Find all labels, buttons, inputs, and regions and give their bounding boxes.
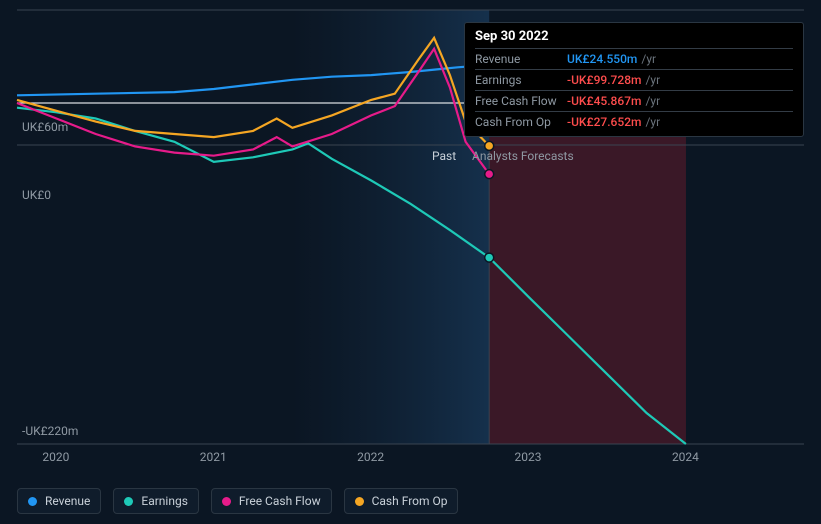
past-shade	[292, 10, 489, 444]
legend-item-label: Cash From Op	[372, 494, 448, 508]
tooltip-row-value: -UK£45.867m	[567, 94, 641, 108]
tooltip-row: RevenueUK£24.550m/yr	[475, 48, 793, 69]
tooltip-row-label: Revenue	[475, 52, 567, 66]
y-tick-label: -UK£220m	[22, 424, 78, 438]
past-label: Past	[432, 149, 456, 163]
tooltip-row-label: Free Cash Flow	[475, 94, 567, 108]
legend-item-revenue[interactable]: Revenue	[17, 488, 101, 514]
tooltip-row: Free Cash Flow-UK£45.867m/yr	[475, 90, 793, 111]
x-tick-label: 2023	[515, 450, 542, 464]
earnings-marker	[485, 253, 494, 262]
legend-item-label: Free Cash Flow	[239, 494, 321, 508]
legend-item-fcf[interactable]: Free Cash Flow	[211, 488, 332, 514]
financial-chart: UK£60m UK£0 -UK£220m Past Analysts Forec…	[0, 0, 821, 524]
tooltip-row-value: -UK£27.652m	[567, 115, 641, 129]
x-tick-label: 2024	[672, 450, 699, 464]
tooltip-title: Sep 30 2022	[475, 29, 793, 44]
legend-item-label: Revenue	[45, 494, 90, 508]
forecast-label: Analysts Forecasts	[472, 149, 574, 163]
tooltip-row-label: Cash From Op	[475, 115, 567, 129]
legend-item-cfo[interactable]: Cash From Op	[344, 488, 459, 514]
legend-dot-icon	[355, 497, 364, 506]
x-tick-label: 2020	[42, 450, 69, 464]
tooltip-row-label: Earnings	[475, 73, 567, 87]
legend-item-earnings[interactable]: Earnings	[113, 488, 199, 514]
tooltip-row: Cash From Op-UK£27.652m/yr	[475, 111, 793, 132]
y-tick-label: UK£60m	[22, 120, 68, 134]
tooltip-row-unit: /yr	[645, 94, 660, 108]
tooltip-row-unit: /yr	[645, 73, 660, 87]
tooltip-row-value: -UK£99.728m	[567, 73, 641, 87]
tooltip-row-unit: /yr	[641, 52, 656, 66]
x-tick-label: 2022	[357, 450, 384, 464]
y-tick-label: UK£0	[22, 188, 51, 202]
tooltip-row-unit: /yr	[645, 115, 660, 129]
legend-dot-icon	[124, 497, 133, 506]
tooltip-row-value: UK£24.550m	[567, 52, 637, 66]
legend-dot-icon	[28, 497, 37, 506]
chart-legend: Revenue Earnings Free Cash Flow Cash From O…	[17, 488, 458, 514]
legend-item-label: Earnings	[141, 494, 188, 508]
fcf-marker	[485, 170, 494, 179]
legend-dot-icon	[222, 497, 231, 506]
x-tick-label: 2021	[200, 450, 227, 464]
chart-tooltip: Sep 30 2022 RevenueUK£24.550m/yrEarnings…	[464, 22, 804, 137]
tooltip-row: Earnings-UK£99.728m/yr	[475, 69, 793, 90]
